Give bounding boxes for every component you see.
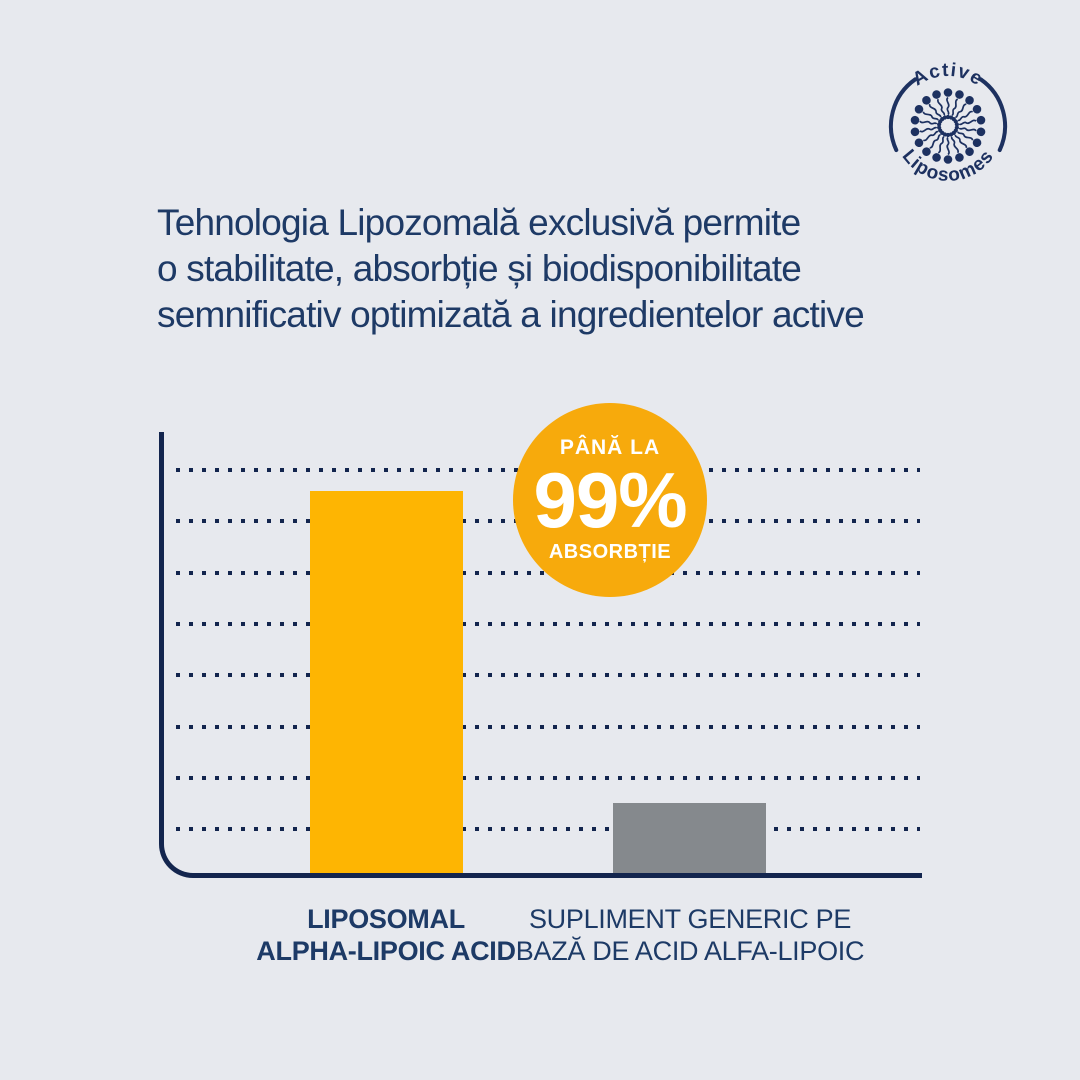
absorption-badge: PÂNĂ LA 99% ABSORBȚIE: [513, 403, 707, 597]
gridline: [176, 621, 920, 626]
badge-value: 99%: [533, 456, 687, 544]
headline: Tehnologia Lipozomală exclusivă permite …: [157, 202, 865, 335]
bar-label-liposomal-line1: LIPOSOMAL: [307, 904, 465, 934]
bar-label-liposomal-line2: ALPHA-LIPOIC ACID: [256, 936, 516, 966]
logo-right-arc-icon: [978, 77, 1008, 153]
bar-label-liposomal: LIPOSOMAL ALPHA-LIPOIC ACID: [186, 903, 586, 967]
bar-label-generic-line1: SUPLIMENT GENERIC PE: [528, 904, 852, 934]
bar-liposomal: [310, 491, 463, 876]
active-liposomes-logo: Active Liposomes: [888, 60, 1008, 186]
gridline: [176, 775, 920, 780]
bar-label-generic: SUPLIMENT GENERIC PE BAZĂ DE ACID ALFA-L…: [490, 903, 890, 967]
logo-left-arc-icon: [888, 77, 918, 153]
bar-label-generic-line2: BAZĂ DE ACID ALFA-LIPOIC: [515, 936, 865, 966]
gridline: [176, 724, 920, 729]
badge-prefix: PÂNĂ LA: [559, 436, 661, 459]
badge-suffix: ABSORBȚIE: [548, 541, 672, 563]
gridline: [176, 673, 920, 678]
bar-generic: [613, 803, 766, 876]
gridline: [176, 827, 920, 832]
